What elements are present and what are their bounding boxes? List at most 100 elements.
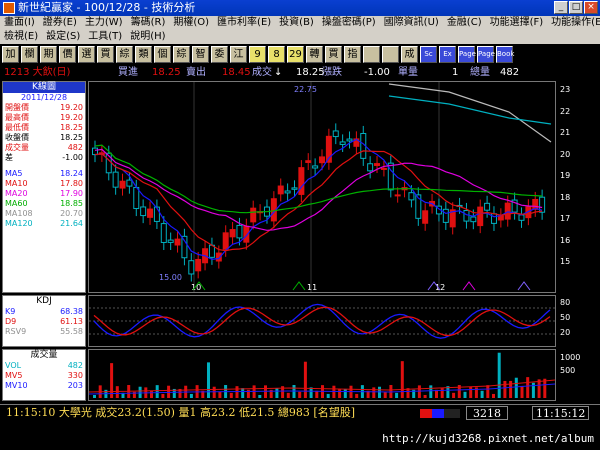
toolbar-button-19[interactable] [363, 46, 380, 63]
volume-bar [440, 388, 444, 398]
toolbar-button-4[interactable]: 選 [78, 46, 95, 63]
menu-row1-item-6[interactable]: 投資(B) [279, 17, 314, 28]
toolbar-button-3[interactable]: 價 [59, 46, 76, 63]
ma-info-row: MA20 17.90 [3, 189, 85, 199]
kdj-axis: 80 50 20 [556, 295, 600, 347]
toolbar-button-25[interactable]: Page [477, 46, 495, 63]
kline-chart-panel[interactable]: 22.75 15.00 10 11 12 [88, 81, 556, 293]
volume-bar [161, 393, 165, 398]
volume-info-label: MV5 [5, 371, 23, 380]
axis-tick-label: 20 [560, 149, 571, 159]
signal-marker [462, 281, 476, 291]
candle-body [298, 167, 305, 195]
menu-row1-item-10[interactable]: 功能選擇(F) [489, 17, 544, 28]
candle-body [408, 192, 415, 201]
minimize-button[interactable]: _ [554, 1, 568, 14]
toolbar-button-8[interactable]: 個 [154, 46, 171, 63]
toolbar-button-26[interactable]: Book [496, 46, 514, 63]
menu-row2-item-2[interactable]: 工具(T) [88, 31, 123, 42]
menu-row2-item-0[interactable]: 檢視(E) [4, 31, 39, 42]
toolbar-button-16[interactable]: 轉 [306, 46, 323, 63]
app-icon [3, 2, 15, 14]
month-label: 10 [191, 283, 201, 292]
status-bar: 11:15:10 大學光 成交23.2(1.50) 量1 高23.2 低21.5… [0, 404, 600, 420]
toolbar-button-13[interactable]: 9 [249, 46, 266, 63]
candle-body [147, 208, 154, 218]
volume-bar [355, 393, 359, 398]
menu-row1-item-4[interactable]: 期權(O) [173, 17, 210, 28]
candle-body [160, 223, 167, 243]
toolbar-button-0[interactable]: 加 [2, 46, 19, 63]
toolbar-button-7[interactable]: 類 [135, 46, 152, 63]
volume-bar [303, 361, 307, 398]
toolbar-button-20[interactable] [382, 46, 399, 63]
volume-info-row: MV5 330 [3, 371, 85, 381]
menu-row2-item-1[interactable]: 設定(S) [46, 31, 81, 42]
menu-row1-item-9[interactable]: 金融(C) [446, 17, 482, 28]
candle-body [477, 206, 484, 227]
kdj-line [93, 306, 551, 337]
toolbar-button-22[interactable]: Sc [420, 46, 437, 63]
volume-bar [412, 389, 416, 398]
toolbar-button-24[interactable]: Page [458, 46, 476, 63]
kdj-panel-title: KDJ [3, 296, 85, 307]
maximize-button[interactable]: □ [569, 1, 583, 14]
menu-row1-item-11[interactable]: 功能操作(E) [551, 17, 600, 28]
menu-row1-item-0[interactable]: 畫面(I) [4, 17, 35, 28]
volume-bar [212, 386, 216, 398]
ma-info-row: MA120 21.64 [3, 219, 85, 229]
ma-info-value: 21.64 [60, 219, 83, 228]
candle-body [236, 224, 243, 239]
volume-bar [457, 385, 461, 398]
menu-row2-item-3[interactable]: 說明(H) [130, 31, 166, 42]
menu-row1-item-8[interactable]: 國際資訊(U) [383, 17, 439, 28]
menu-row1-item-2[interactable]: 主力(W) [84, 17, 123, 28]
volume-bar [201, 390, 205, 398]
candle-body [367, 163, 374, 172]
high-price-label: 22.75 [294, 85, 317, 94]
kdj-chart-panel[interactable] [88, 295, 556, 347]
volume-chart-panel[interactable] [88, 349, 556, 401]
volume-bar [537, 379, 541, 398]
low-price-label: 15.00 [159, 273, 182, 282]
volume-chart [88, 352, 556, 398]
toolbar-button-14[interactable]: 8 [268, 46, 285, 63]
moving-average-line [94, 150, 543, 252]
volume-bar [417, 385, 421, 398]
window-title: 新世紀贏家 - 100/12/28 - 技術分析 [18, 1, 196, 14]
kdj-info-value: 55.58 [60, 327, 83, 336]
toolbar-button-11[interactable]: 委 [211, 46, 228, 63]
toolbar-button-15[interactable]: 29 [287, 46, 304, 63]
kdj-info-label: K9 [5, 307, 16, 316]
kline-info-value: 19.20 [60, 113, 83, 122]
toolbar-button-12[interactable]: 江 [230, 46, 247, 63]
toolbar-button-18[interactable]: 指 [344, 46, 361, 63]
menu-row1-item-7[interactable]: 操盤密碼(P) [321, 17, 376, 28]
deal-arrow: ↓ [274, 67, 283, 78]
menu-row1-item-3[interactable]: 籌碼(R) [130, 17, 166, 28]
toolbar-button-17[interactable]: 買 [325, 46, 342, 63]
candle-body [133, 186, 140, 210]
toolbar-button-2[interactable]: 期 [40, 46, 57, 63]
candle-body [532, 198, 539, 210]
toolbar-button-23[interactable]: Ex [439, 46, 456, 63]
volume-bar [492, 393, 495, 398]
stock-code-field[interactable]: 3218 [466, 406, 508, 420]
menu-row1-item-5[interactable]: 匯市利率(E) [217, 17, 272, 28]
kdj-chart [89, 303, 555, 339]
volume-bar [543, 378, 547, 398]
signal-marker [192, 281, 206, 291]
volume-bar [486, 385, 490, 398]
ma108-line [388, 83, 552, 143]
menu-row1-item-1[interactable]: 證券(E) [42, 17, 77, 28]
close-button[interactable]: × [584, 1, 598, 14]
toolbar-button-1[interactable]: 欄 [21, 46, 38, 63]
mv10-line [88, 383, 556, 395]
candle-body [346, 138, 353, 142]
toolbar-button-10[interactable]: 智 [192, 46, 209, 63]
toolbar-button-21[interactable]: 成 [401, 46, 418, 63]
toolbar-button-9[interactable]: 綜 [173, 46, 190, 63]
toolbar-button-5[interactable]: 買 [97, 46, 114, 63]
toolbar-button-6[interactable]: 綜 [116, 46, 133, 63]
candle-body [92, 147, 98, 156]
